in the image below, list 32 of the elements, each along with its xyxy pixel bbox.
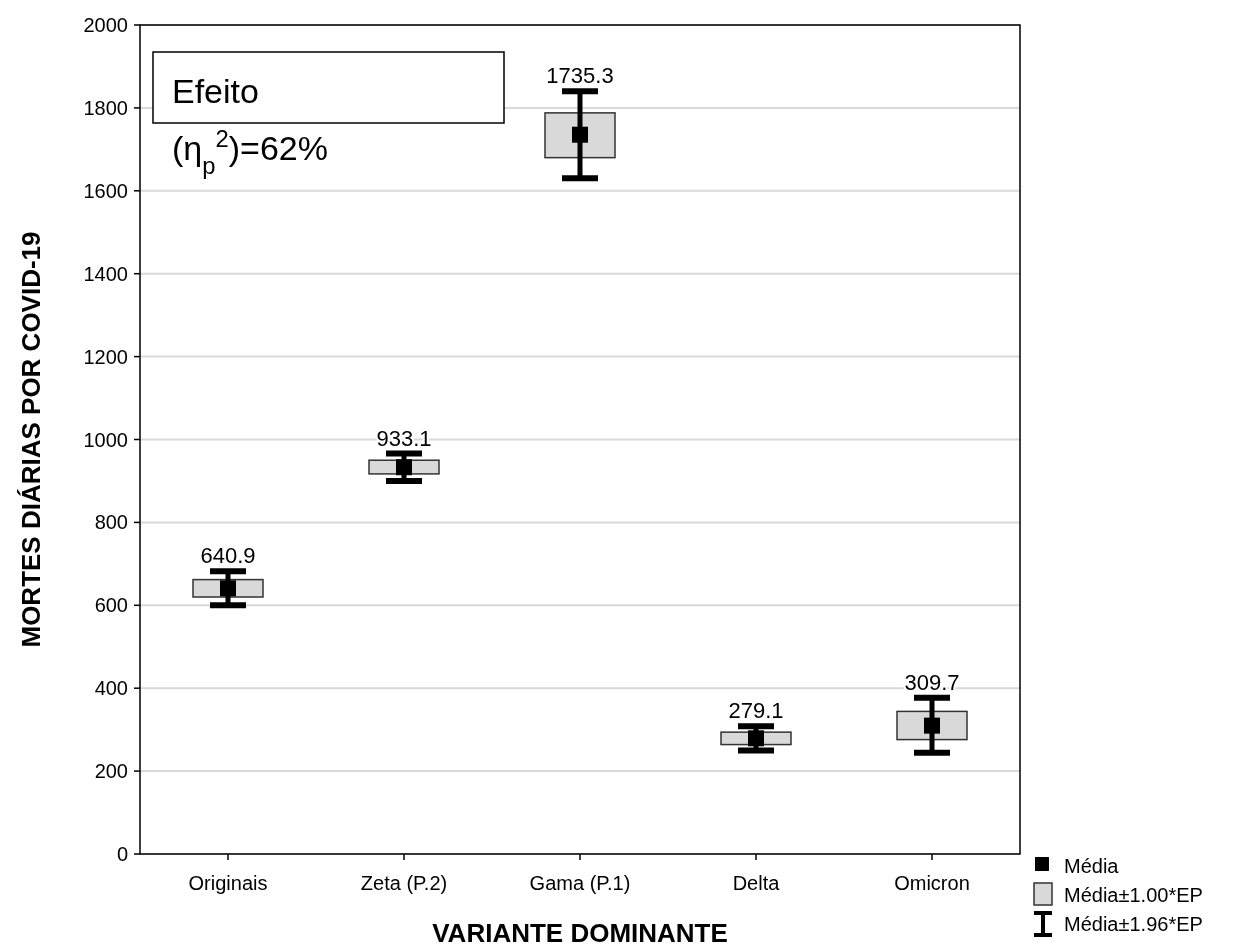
- point: [924, 717, 940, 734]
- data-label: 1735.3: [546, 63, 614, 89]
- y-tick-label: 200: [94, 760, 128, 783]
- y-tick-label: 800: [94, 511, 128, 534]
- point: [396, 459, 412, 476]
- y-tick-label: 1600: [83, 179, 128, 202]
- legend-label: Média±1.00*EP: [1064, 884, 1203, 906]
- text: Média±1.96*EP: [1064, 913, 1203, 935]
- data-label: 640.9: [200, 543, 256, 569]
- x-tick-label: Omicron: [894, 872, 970, 894]
- data-label: 279.1: [728, 698, 784, 724]
- point: [572, 126, 588, 143]
- y-axis-title: MORTES DIÁRIAS POR COVID-19: [16, 231, 46, 648]
- data-label: 933.1: [376, 425, 432, 451]
- y-tick-label: 600: [94, 594, 128, 617]
- y-tick-label: 0: [116, 843, 128, 865]
- x-tick-label: Originais: [188, 872, 268, 894]
- x-tick-label: Delta: [732, 872, 781, 894]
- point: [220, 580, 236, 597]
- y-tick-label: 1400: [83, 262, 128, 285]
- y-tick-label: 400: [94, 677, 128, 700]
- x-tick-label: Gama (P.1): [529, 872, 631, 894]
- y-tick-label: 1200: [83, 345, 128, 368]
- y-tick-label: 1800: [83, 96, 128, 119]
- y-tick-label: 2000: [83, 14, 128, 36]
- y-tick-label: 1000: [83, 428, 128, 451]
- legend-label: Média: [1064, 855, 1120, 877]
- point: [748, 730, 764, 747]
- data-label: 309.7: [904, 669, 960, 695]
- x-tick-label: Zeta (P.2): [360, 872, 448, 894]
- annotation: Efeito (η$_{p}$$^{2}$)=62%: [172, 72, 328, 179]
- x-axis-title: VARIANTE DOMINANTE: [432, 918, 728, 946]
